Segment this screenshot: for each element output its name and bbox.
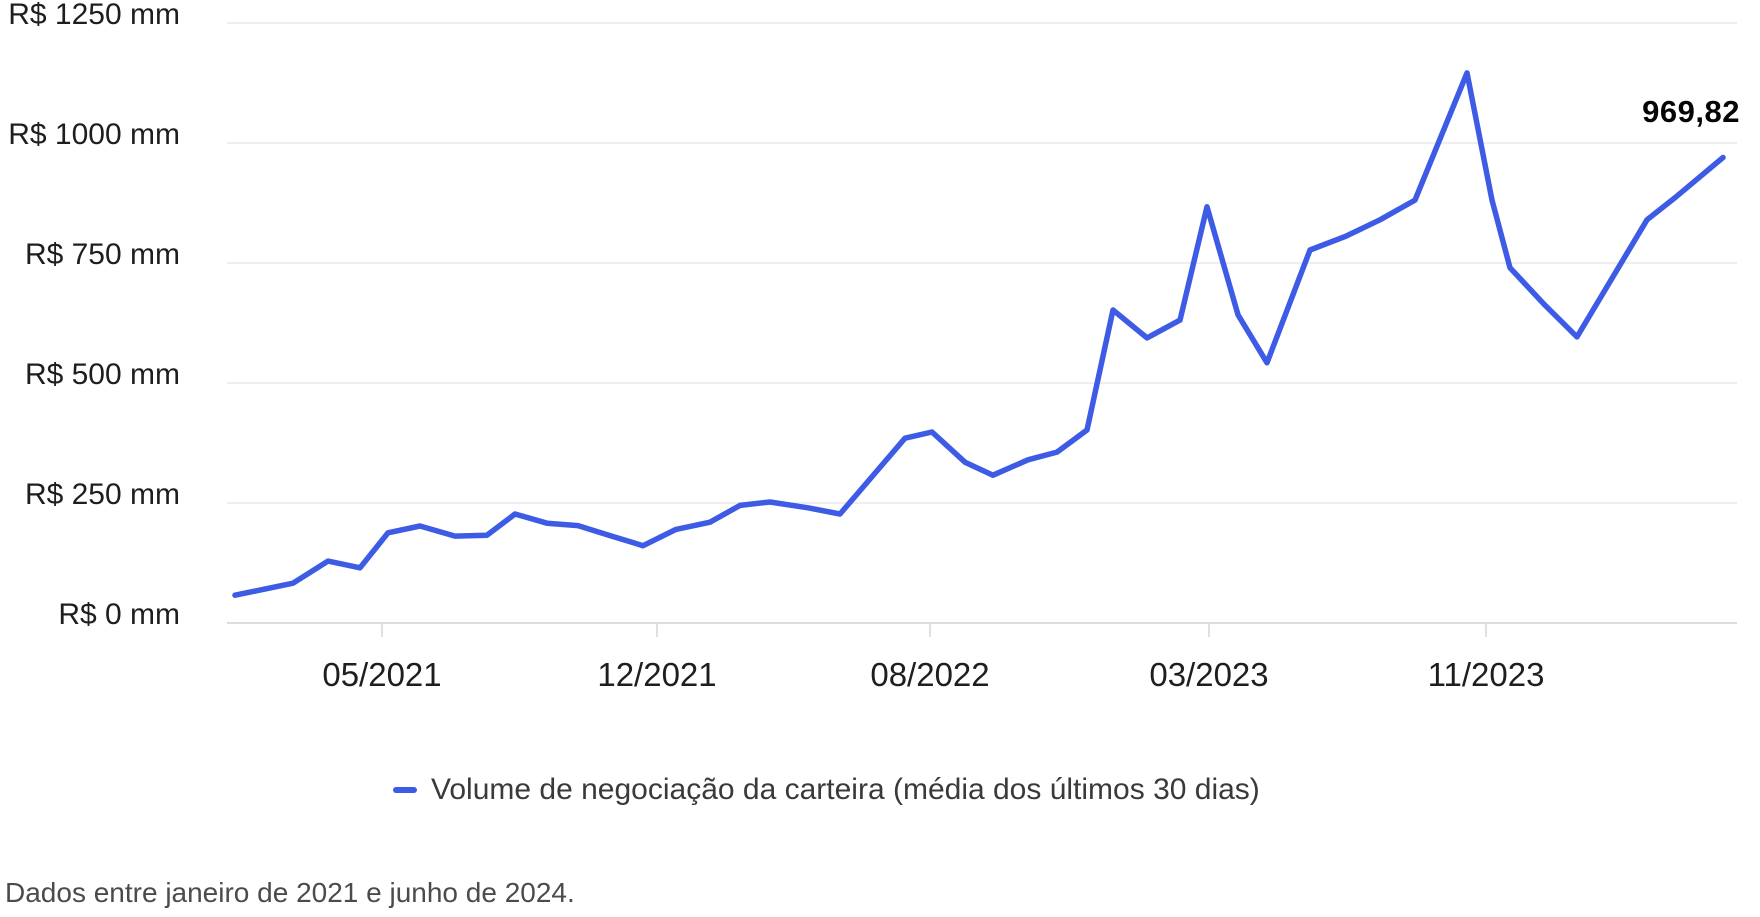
x-tick-label: 08/2022 — [870, 656, 990, 693]
x-tick-label: 11/2023 — [1427, 656, 1545, 693]
y-tick-label: R$ 1250 mm — [8, 0, 180, 31]
y-tick-label: R$ 0 mm — [58, 598, 180, 631]
date-range-note: Dados entre janeiro de 2021 e junho de 2… — [5, 877, 575, 908]
y-tick-label: R$ 1000 mm — [8, 118, 180, 151]
x-tick-label: 03/2023 — [1149, 656, 1269, 693]
legend-label: Volume de negociação da carteira (média … — [431, 773, 1260, 806]
legend-line-swatch — [393, 787, 417, 793]
x-tick-label: 12/2021 — [597, 656, 717, 693]
series-line[interactable] — [232, 70, 1726, 598]
x-tick-label: 05/2021 — [322, 656, 442, 693]
y-tick-label: R$ 500 mm — [24, 358, 180, 391]
y-tick-label: R$ 750 mm — [24, 238, 180, 271]
y-tick-label: R$ 250 mm — [24, 478, 180, 511]
legend-item[interactable]: Volume de negociação da carteira (média … — [393, 768, 1260, 812]
last-value-label: 969,82 — [1642, 94, 1740, 129]
